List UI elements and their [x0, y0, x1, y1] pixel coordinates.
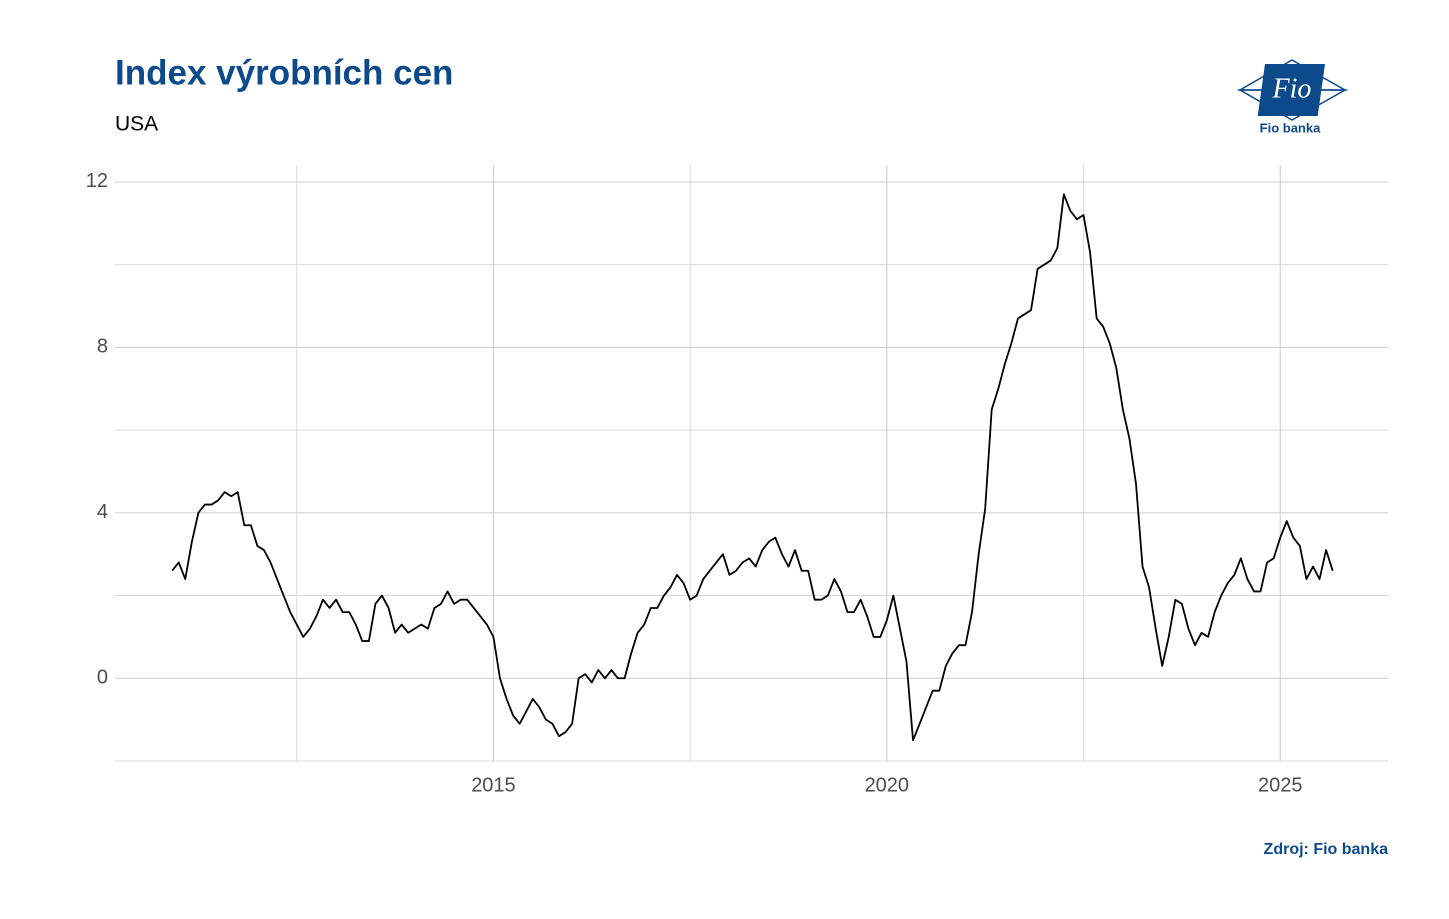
- y-tick-label: 4: [97, 501, 108, 523]
- y-tick-label: 12: [86, 170, 108, 192]
- chart-title: Index výrobních cen: [115, 53, 453, 92]
- x-tick-label: 2015: [471, 774, 516, 796]
- source: Zdroj: Fio banka: [1264, 841, 1389, 858]
- x-tick-label: 2025: [1258, 774, 1303, 796]
- logo-shape: [1257, 64, 1326, 116]
- logo-mark: Fio: [1272, 73, 1312, 104]
- line: [171, 193, 1334, 742]
- logo: Fio Fio banka: [1237, 59, 1348, 135]
- y-tick-label: 8: [97, 336, 108, 358]
- y-tick-label: 0: [97, 667, 108, 689]
- chart-subtitle: USA: [115, 113, 158, 136]
- x-tick-label: 2020: [865, 774, 910, 796]
- logo-name: Fio banka: [1260, 120, 1321, 135]
